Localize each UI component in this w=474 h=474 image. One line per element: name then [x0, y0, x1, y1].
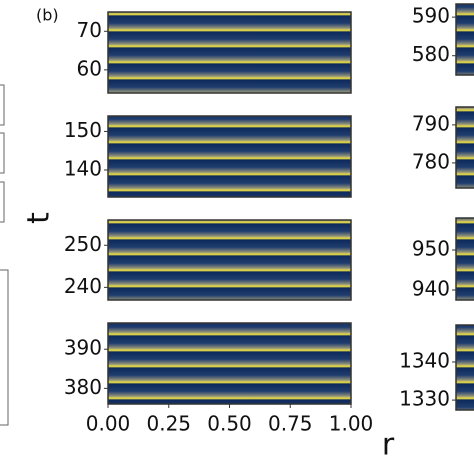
- y-tick-label: 1330: [399, 387, 450, 411]
- heatmap-image: [456, 107, 474, 188]
- heatmap-image: [108, 220, 351, 300]
- heatmap-image: [108, 323, 351, 404]
- y-tick-label: 590: [412, 4, 450, 28]
- heatmap-image: [108, 116, 351, 197]
- x-tick-label: 0.50: [207, 412, 252, 436]
- cropped-frame: [0, 269, 9, 426]
- x-axis-label: r: [382, 428, 395, 463]
- cropped-frame: [0, 84, 5, 126]
- y-tick-label: 250: [64, 232, 102, 256]
- x-tick-label: 0.25: [146, 412, 191, 436]
- heatmap-image: [456, 218, 474, 300]
- y-tick-label: 380: [64, 375, 102, 399]
- heatmap-image: [108, 12, 351, 93]
- panel-frame: [455, 217, 474, 301]
- x-tick-label: 0.75: [268, 412, 313, 436]
- panel-frame: [107, 11, 352, 94]
- y-tick-label: 940: [412, 277, 450, 301]
- y-tick-label: 580: [412, 42, 450, 66]
- panel-frame: [107, 115, 352, 198]
- y-tick-label: 1340: [399, 348, 450, 372]
- y-tick-label: 70: [77, 18, 102, 42]
- y-tick-label: 240: [64, 274, 102, 298]
- y-axis-label: t: [22, 212, 57, 224]
- panel-label: (b): [36, 6, 59, 25]
- panel-frame: [455, 324, 474, 411]
- x-tick-label: 1.00: [329, 412, 374, 436]
- cropped-frame: [0, 132, 5, 174]
- cropped-frame: [0, 181, 5, 223]
- y-tick-label: 950: [412, 237, 450, 261]
- panel-frame: [455, 106, 474, 189]
- y-tick-label: 150: [64, 118, 102, 142]
- y-tick-label: 780: [412, 149, 450, 173]
- panel-frame: [107, 219, 352, 301]
- heatmap-image: [456, 4, 474, 75]
- x-tick-label: 0.00: [86, 412, 131, 436]
- y-tick-label: 790: [412, 111, 450, 135]
- y-tick-label: 60: [77, 56, 102, 80]
- panel-frame: [455, 3, 474, 76]
- y-tick-label: 390: [64, 336, 102, 360]
- y-tick-label: 140: [64, 157, 102, 181]
- heatmap-image: [456, 325, 474, 410]
